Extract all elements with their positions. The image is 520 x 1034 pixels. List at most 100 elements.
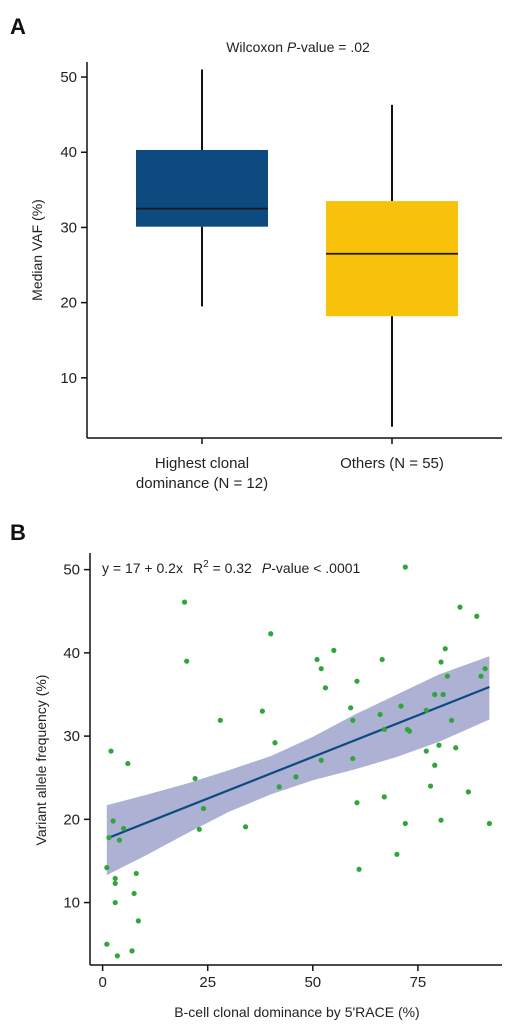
scatter-point bbox=[398, 703, 404, 709]
panel-b-scatter-plot: B 10 20 30 40 50 0 25 50 75 y = 17 + 0.2x R2 = 0… bbox=[10, 520, 502, 1020]
panel-b-y-tick-label: 20 bbox=[63, 811, 80, 828]
scatter-point bbox=[106, 835, 112, 841]
scatter-point bbox=[402, 820, 408, 827]
scatter-point bbox=[104, 941, 110, 947]
panel-a-y-ticks: 10 20 30 40 50 bbox=[60, 69, 87, 387]
scatter-point bbox=[116, 837, 123, 843]
panel-b-y-axis-label: Variant allele frequency (%) bbox=[33, 675, 49, 846]
panel-b-x-tick-label: 25 bbox=[199, 974, 216, 991]
scatter-point bbox=[444, 673, 450, 679]
panel-a-y-tick-label: 50 bbox=[60, 69, 77, 86]
interquartile-box bbox=[136, 149, 268, 227]
scatter-point bbox=[184, 658, 190, 664]
panel-b-x-tick-label: 75 bbox=[410, 974, 427, 991]
scatter-point bbox=[131, 890, 137, 897]
panel-b-confidence-band-group bbox=[106, 656, 490, 876]
scatter-point bbox=[200, 805, 207, 812]
scatter-point bbox=[181, 599, 188, 605]
scatter-point bbox=[108, 748, 114, 754]
scatter-point bbox=[318, 666, 324, 672]
scatter-point bbox=[112, 880, 118, 887]
scatter-point bbox=[129, 948, 135, 954]
scatter-point bbox=[196, 826, 202, 832]
scatter-point bbox=[112, 875, 118, 882]
panel-b-letter: B bbox=[10, 520, 26, 545]
scatter-point bbox=[432, 762, 438, 768]
panel-a-category-label: Highest clonal bbox=[155, 455, 249, 472]
scatter-point bbox=[268, 631, 274, 637]
scatter-point bbox=[259, 708, 265, 714]
scatter-point bbox=[482, 666, 488, 672]
scatter-point bbox=[192, 775, 198, 782]
scatter-point bbox=[438, 817, 444, 823]
panel-a-x-labels: Highest clonal dominance (N = 12) Others (… bbox=[136, 438, 444, 492]
panel-a-y-tick-label: 30 bbox=[60, 219, 77, 236]
scatter-point bbox=[442, 646, 448, 652]
scatter-point bbox=[217, 717, 223, 723]
panel-a-y-tick-label: 10 bbox=[60, 370, 77, 387]
scatter-point bbox=[125, 760, 131, 767]
scatter-point bbox=[406, 728, 413, 734]
scatter-point bbox=[427, 783, 434, 789]
scatter-point bbox=[272, 740, 278, 746]
panel-b-y-tick-label: 30 bbox=[63, 728, 80, 745]
panel-a-y-tick-label: 20 bbox=[60, 295, 77, 312]
scatter-point bbox=[356, 866, 362, 872]
scatter-point bbox=[486, 820, 492, 827]
scatter-point bbox=[348, 705, 354, 711]
scatter-point bbox=[133, 870, 139, 877]
panel-b-y-tick-label: 50 bbox=[63, 562, 80, 579]
panel-a-box-2 bbox=[326, 104, 458, 427]
panel-b-x-ticks: 0 25 50 75 bbox=[98, 965, 426, 991]
panel-b-x-axis-label: B-cell clonal dominance by 5'RACE (%) bbox=[174, 1004, 419, 1020]
scatter-point bbox=[318, 757, 324, 763]
panel-a-category-label: dominance (N = 12) bbox=[136, 475, 268, 492]
scatter-point bbox=[465, 789, 471, 795]
scatter-point bbox=[474, 613, 480, 619]
scatter-point bbox=[114, 953, 120, 959]
scatter-point bbox=[381, 726, 387, 733]
scatter-point bbox=[448, 717, 455, 723]
panel-b-x-tick-label: 50 bbox=[304, 974, 321, 991]
panel-a-letter: A bbox=[10, 14, 26, 39]
scatter-point bbox=[402, 564, 408, 570]
panel-b-y-tick-label: 10 bbox=[63, 895, 80, 912]
scatter-point bbox=[478, 673, 484, 679]
panel-b-y-tick-label: 40 bbox=[63, 645, 80, 662]
panel-b-y-ticks: 10 20 30 40 50 bbox=[63, 562, 90, 912]
scatter-point bbox=[350, 717, 356, 723]
scatter-point bbox=[354, 678, 360, 684]
panel-a-y-axis-label: Median VAF (%) bbox=[29, 199, 45, 301]
scatter-point bbox=[121, 825, 127, 832]
scatter-point bbox=[432, 691, 438, 698]
panel-a-y-tick-label: 40 bbox=[60, 144, 77, 161]
panel-b-points bbox=[104, 564, 492, 959]
scatter-point bbox=[110, 818, 116, 824]
scatter-point bbox=[423, 748, 429, 754]
scatter-point bbox=[438, 659, 444, 665]
panel-a-boxes bbox=[136, 69, 458, 427]
scatter-point bbox=[314, 656, 320, 663]
panel-b-fit-line-group bbox=[106, 685, 490, 840]
scatter-point bbox=[453, 745, 459, 751]
scatter-point bbox=[440, 691, 446, 698]
scatter-point bbox=[331, 647, 337, 653]
panel-a-box-plot: A Wilcoxon P-value = .02 10 20 30 40 50 High… bbox=[10, 14, 502, 492]
scatter-point bbox=[135, 918, 141, 924]
scatter-point bbox=[354, 800, 360, 806]
scatter-point bbox=[381, 794, 387, 800]
scatter-point bbox=[423, 707, 429, 713]
regression-line bbox=[106, 685, 490, 840]
scatter-point bbox=[276, 784, 282, 790]
scatter-point bbox=[379, 656, 385, 663]
scatter-point bbox=[377, 711, 383, 718]
panel-a-category-label: Others (N = 55) bbox=[340, 455, 444, 472]
interquartile-box bbox=[326, 201, 458, 317]
scatter-point bbox=[350, 755, 356, 762]
scatter-point bbox=[293, 774, 299, 780]
scatter-point bbox=[394, 851, 400, 857]
scatter-point bbox=[457, 604, 463, 610]
scatter-point bbox=[436, 742, 442, 748]
scatter-point bbox=[104, 865, 110, 871]
